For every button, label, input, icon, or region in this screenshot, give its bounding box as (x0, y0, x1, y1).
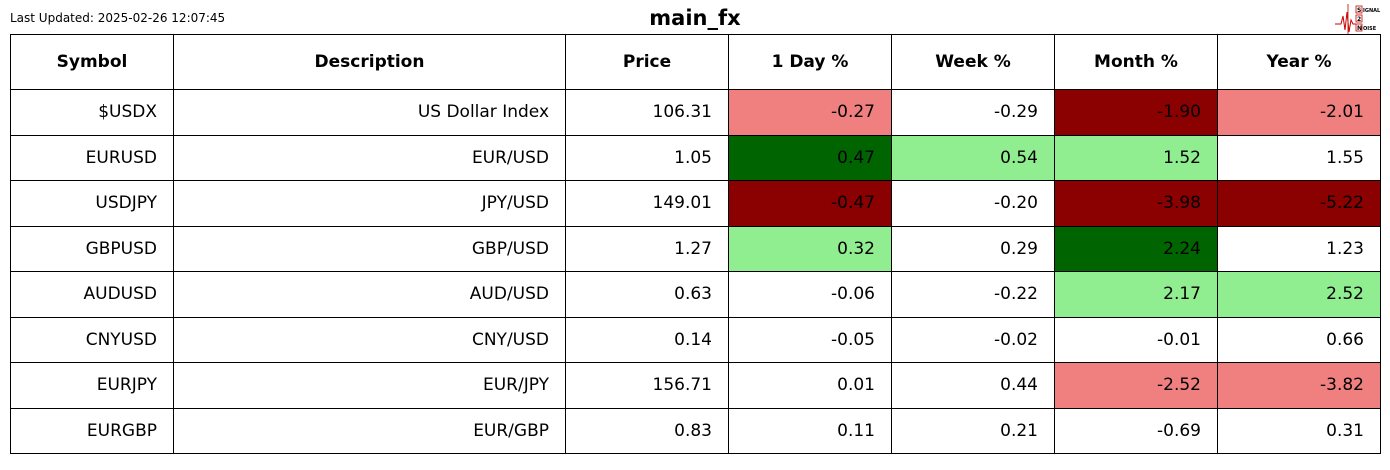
logo-wave (1335, 11, 1356, 33)
cell: JPY/USD (173, 180, 566, 227)
row: EURJPY EUR/JPY 156.71 0.01 0.44 -2.52 -3.82 (10, 362, 1381, 409)
cell: AUDUSD (10, 271, 174, 318)
cell: 2.52 (1217, 271, 1381, 318)
last-updated: Last Updated: 2025-02-26 12:07:45 (10, 11, 226, 25)
column-header: Month % (1054, 34, 1218, 90)
header-row: Symbol Description Price 1 Day % Week % Month… (10, 34, 1381, 90)
cell: -3.98 (1054, 180, 1218, 227)
cell: -0.22 (891, 271, 1055, 318)
row: EURUSD EUR/USD 1.05 0.47 0.54 1.52 1.55 (10, 134, 1381, 181)
cell: -5.22 (1217, 180, 1381, 227)
cell: 0.66 (1217, 316, 1381, 363)
cell: -0.29 (891, 89, 1055, 136)
logo-text: OISE (1363, 26, 1377, 32)
cell: -0.47 (728, 180, 892, 227)
cell: -1.90 (1054, 89, 1218, 136)
cell: 0.29 (891, 225, 1055, 272)
cell: GBP/USD (173, 225, 566, 272)
cell: $USDX (10, 89, 174, 136)
logo-text: S (1357, 7, 1361, 14)
column-header: Symbol (10, 34, 174, 90)
cell: AUD/USD (173, 271, 566, 318)
logo-text: 2 (1357, 16, 1361, 23)
cell: -2.52 (1054, 362, 1218, 409)
cell: EUR/JPY (173, 362, 566, 409)
cell: EURGBP (10, 407, 174, 454)
column-header: Week % (891, 34, 1055, 90)
cell: -2.01 (1217, 89, 1381, 136)
cell: 0.14 (565, 316, 729, 363)
column-header: 1 Day % (728, 34, 892, 90)
cell: -0.20 (891, 180, 1055, 227)
cell: 149.01 (565, 180, 729, 227)
cell: 0.63 (565, 271, 729, 318)
cell: -0.06 (728, 271, 892, 318)
row: CNYUSD CNY/USD 0.14 -0.05 -0.02 -0.01 0.66 (10, 316, 1381, 363)
column-header: Year % (1217, 34, 1381, 90)
cell: US Dollar Index (173, 89, 566, 136)
logo-text: N (1357, 25, 1362, 32)
logo-box (1355, 23, 1363, 32)
cell: 0.32 (728, 225, 892, 272)
cell: EURUSD (10, 134, 174, 181)
cell: 2.24 (1054, 225, 1218, 272)
cell: 1.05 (565, 134, 729, 181)
cell: 1.55 (1217, 134, 1381, 181)
row: USDJPY JPY/USD 149.01 -0.47 -0.20 -3.98 -5.22 (10, 180, 1381, 227)
cell: -0.05 (728, 316, 892, 363)
row: GBPUSD GBP/USD 1.27 0.32 0.29 2.24 1.23 (10, 225, 1381, 272)
cell: 0.11 (728, 407, 892, 454)
cell: -0.69 (1054, 407, 1218, 454)
cell: 0.44 (891, 362, 1055, 409)
logo-text: IGNAL (1363, 8, 1381, 14)
cell: 0.54 (891, 134, 1055, 181)
cell: 1.23 (1217, 225, 1381, 272)
cell: 1.52 (1054, 134, 1218, 181)
logo: S IGNAL 2 N OISE (1335, 4, 1381, 34)
cell: -0.27 (728, 89, 892, 136)
logo-box (1355, 5, 1363, 14)
cell: 2.17 (1054, 271, 1218, 318)
logo-box (1355, 14, 1363, 23)
cell: 0.47 (728, 134, 892, 181)
fx-table: Symbol Description Price 1 Day % Week % Month… (10, 34, 1381, 454)
cell: CNY/USD (173, 316, 566, 363)
cell: 0.31 (1217, 407, 1381, 454)
cell: USDJPY (10, 180, 174, 227)
cell: -3.82 (1217, 362, 1381, 409)
column-header: Price (565, 34, 729, 90)
row: EURGBP EUR/GBP 0.83 0.11 0.21 -0.69 0.31 (10, 407, 1381, 454)
cell: 1.27 (565, 225, 729, 272)
cell: 0.01 (728, 362, 892, 409)
cell: 0.21 (891, 407, 1055, 454)
cell: 106.31 (565, 89, 729, 136)
cell: GBPUSD (10, 225, 174, 272)
cell: -0.02 (891, 316, 1055, 363)
cell: EUR/USD (173, 134, 566, 181)
cell: 156.71 (565, 362, 729, 409)
cell: CNYUSD (10, 316, 174, 363)
row: AUDUSD AUD/USD 0.63 -0.06 -0.22 2.17 2.52 (10, 271, 1381, 318)
title: main_fx (649, 6, 741, 30)
column-header: Description (173, 34, 566, 90)
cell: EURJPY (10, 362, 174, 409)
row: $USDX US Dollar Index 106.31 -0.27 -0.29 -1.9… (10, 89, 1381, 136)
cell: 0.83 (565, 407, 729, 454)
cell: EUR/GBP (173, 407, 566, 454)
cell: -0.01 (1054, 316, 1218, 363)
